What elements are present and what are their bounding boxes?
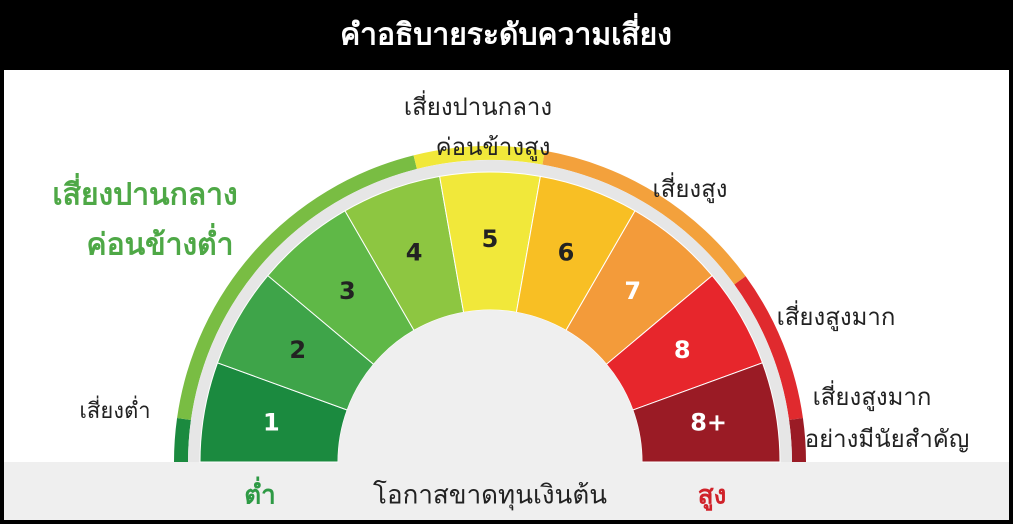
risk-level-label: ค่อนข้างต่ำ	[87, 223, 234, 263]
risk-level-label: เสี่ยงสูงมาก	[813, 380, 932, 412]
risk-level-label: เสี่ยงสูงมาก	[777, 300, 896, 332]
segment-label: 5	[482, 225, 499, 253]
segment-label: 6	[558, 238, 575, 266]
header-bar	[0, 0, 1013, 70]
axis-high: สูง	[698, 481, 727, 512]
bottom-strip	[4, 462, 1009, 520]
risk-level-label: เสี่ยงต่ำ	[79, 395, 150, 424]
segment-label: 3	[339, 277, 356, 305]
gauge: 1 2 3 4 5 6 7 8 8+	[174, 146, 806, 463]
segment-label: 2	[289, 336, 306, 364]
segment-label: 8+	[690, 408, 727, 436]
risk-level-label: อย่างมีนัยสำคัญ	[805, 425, 970, 453]
inner-circle	[338, 310, 642, 462]
segment-label: 4	[406, 238, 423, 266]
outer-band	[413, 146, 545, 169]
segment-label: 8	[674, 336, 691, 364]
risk-level-label: เสี่ยงปานกลาง	[404, 90, 552, 121]
axis-caption: โอกาสขาดทุนเงินต้น	[373, 480, 607, 511]
segment-label: 7	[624, 277, 641, 305]
title: คำอธิบายระดับความเสี่ยง	[340, 13, 672, 53]
outer-band	[542, 150, 746, 285]
risk-level-label: เสี่ยงสูง	[653, 172, 728, 204]
outer-band	[174, 418, 191, 462]
risk-level-label: ค่อนข้างสูง	[436, 133, 551, 162]
outer-band	[789, 418, 806, 462]
risk-level-label: เสี่ยงปานกลาง	[52, 173, 237, 213]
axis-low: ต่ำ	[244, 476, 275, 511]
segment-label: 1	[263, 408, 280, 436]
outer-band	[734, 276, 803, 420]
